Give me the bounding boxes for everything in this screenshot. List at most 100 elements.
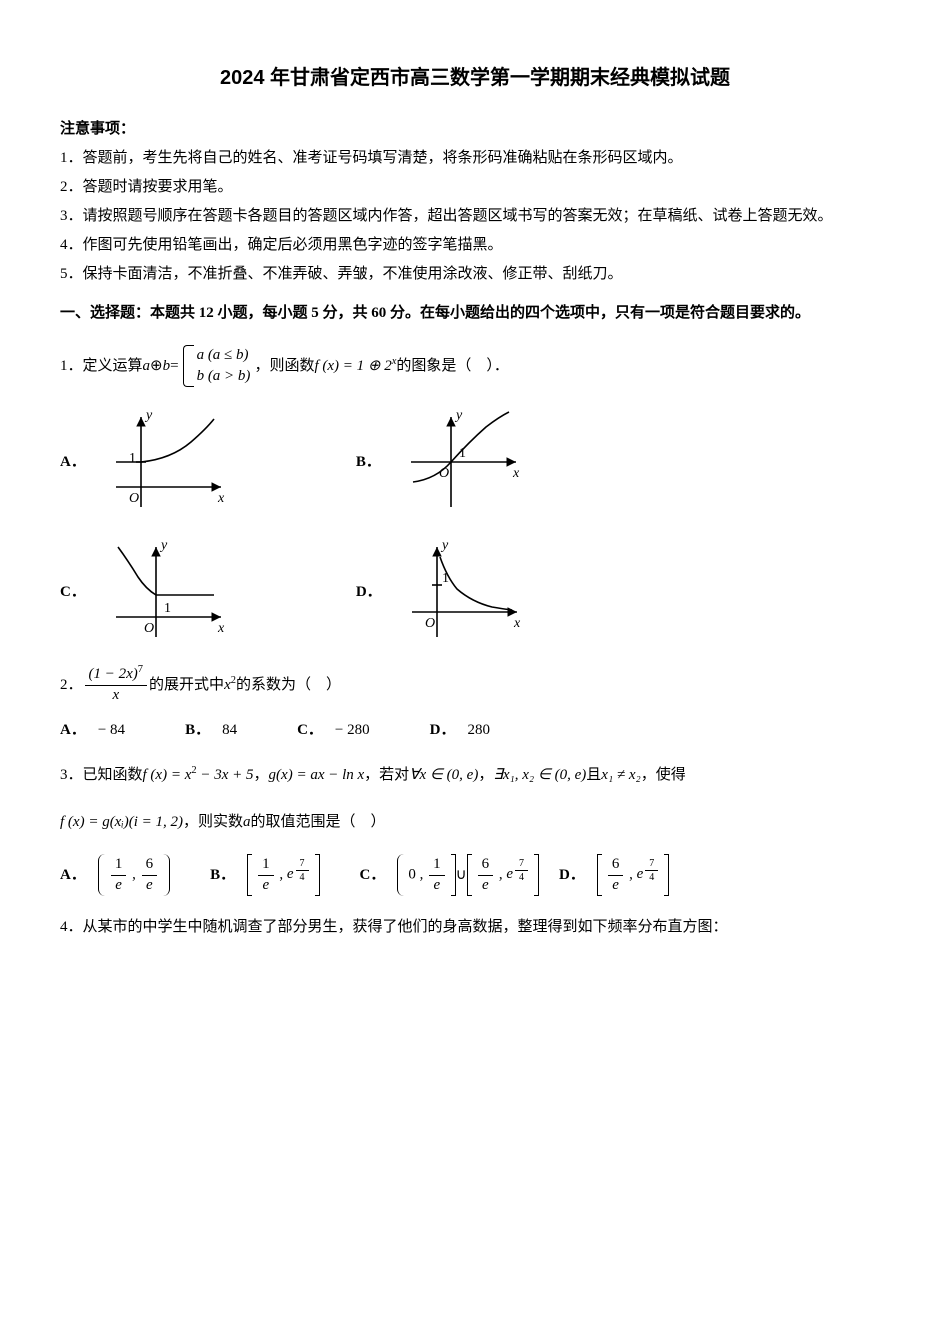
num: 1 (111, 855, 127, 876)
instruction-item: 1．答题前，考生先将自己的姓名、准考证号码填写清楚，将条形码准确粘贴在条形码区域… (60, 145, 890, 172)
q2-option-a: A． − 84 (60, 717, 125, 744)
svg-text:O: O (425, 616, 435, 631)
svg-text:1: 1 (164, 601, 171, 616)
question-1: 1．定义运算 a ⊕ b = a (a ≤ b) b (a > b) ，则函数 … (60, 345, 890, 647)
exp-den: 4 (515, 871, 528, 884)
q3-exists: ∃x₁, x₂ ∈ (0, e) (493, 762, 586, 789)
exp-den: 4 (296, 871, 309, 884)
q3-sep3: ， (478, 762, 493, 789)
q3-line2-tail: 的取值范围是（ ） (251, 809, 386, 836)
piecewise-icon: a (a ≤ b) b (a > b) (183, 345, 251, 387)
graph-d-icon: y x O 1 (392, 537, 532, 647)
right-paren-icon (163, 854, 170, 896)
instruction-item: 4．作图可先使用铅笔画出，确定后必须用黑色字迹的签字笔描黑。 (60, 232, 890, 259)
q2-den: x (85, 686, 148, 706)
option-label: B． (356, 449, 381, 476)
option-label: D． (430, 717, 456, 744)
q2-option-d: D． 280 (430, 717, 490, 744)
base: e (287, 866, 294, 882)
left-paren-icon (98, 854, 105, 896)
q3-prefix: 3．已知函数 (60, 762, 143, 789)
q1-option-c: C． y x O 1 (60, 537, 236, 647)
option-value: 280 (467, 717, 490, 744)
exp-num: 7 (296, 857, 309, 871)
left-paren-icon (397, 854, 404, 896)
option-label: D． (356, 579, 382, 606)
svg-text:1: 1 (129, 451, 136, 466)
q1-fx-text: f (x) = 1 ⊕ 2 (314, 358, 391, 374)
num: 1 (258, 855, 274, 876)
q1-option-d: D． y x O 1 (356, 537, 532, 647)
option-label: A． (60, 862, 86, 889)
svg-text:y: y (144, 408, 153, 423)
q1-tail: 的图象是（ ）． (396, 353, 509, 380)
q1-option-b: B． y x O 1 (356, 407, 531, 517)
instruction-item: 2．答题时请按要求用笔。 (60, 174, 890, 201)
q2-num-exp: 7 (138, 664, 143, 675)
option-label: A． (60, 449, 86, 476)
svg-text:y: y (454, 408, 463, 423)
graph-b-icon: y x O 1 (391, 407, 531, 517)
q3-forall: ∀x ∈ (0, e) (409, 762, 478, 789)
question-3: 3．已知函数 f (x) = x2 − 3x + 5 ， g(x) = ax −… (60, 762, 890, 896)
den: e (142, 876, 158, 896)
option-label: B． (210, 862, 235, 889)
q1-option-a: A． y x O 1 (60, 407, 236, 517)
q3-line2-mid: ，则实数 (183, 809, 243, 836)
svg-text:x: x (513, 616, 521, 631)
q2-xvar: x2 (224, 672, 236, 699)
q4-text: 4．从某市的中学生中随机调查了部分男生，获得了他们的身高数据，整理得到如下频率分… (60, 914, 890, 941)
q3-f-def: f (x) = x2 − 3x + 5 (143, 762, 254, 789)
svg-text:y: y (159, 538, 168, 553)
den: e (478, 876, 494, 896)
option-label: C． (297, 717, 323, 744)
den: e (429, 876, 445, 896)
q1-lhs-b: b (163, 353, 171, 380)
union-icon: ∪ (456, 862, 467, 889)
exam-title: 2024 年甘肃省定西市高三数学第一学期期末经典模拟试题 (60, 60, 890, 96)
q2-mid: 的展开式中 (149, 672, 224, 699)
option-label: A． (60, 717, 86, 744)
num: 6 (608, 855, 624, 876)
svg-text:O: O (144, 621, 154, 636)
instruction-item: 3．请按照题号顺序在答题卡各题目的答题区域内作答，超出答题区域书写的答案无效；在… (60, 203, 890, 230)
num: 0 (408, 866, 416, 882)
fraction-icon: (1 − 2x)7 x (85, 665, 148, 705)
q3-and: 且 (586, 762, 601, 789)
right-bracket-icon (534, 854, 539, 896)
q2-option-c: C． − 280 (297, 717, 370, 744)
q3-f-def-text: f (x) = x (143, 767, 192, 783)
q2-tail: 的系数为（ ） (236, 672, 341, 699)
den: e (608, 876, 624, 896)
option-value: − 280 (335, 717, 370, 744)
instructions-heading: 注意事项： (60, 116, 890, 143)
svg-text:1: 1 (442, 571, 449, 586)
q3-option-d: D． 6e , e74 (559, 854, 669, 896)
q3-option-b: B． 1e , e74 (210, 854, 319, 896)
q1-op: ⊕ (150, 353, 163, 380)
q3-neq: x₁ ≠ x₂ (601, 762, 640, 789)
q3-line2-pre: f (x) = g(xᵢ)(i = 1, 2) (60, 809, 183, 836)
num: 6 (142, 855, 158, 876)
q3-avar: a (243, 809, 251, 836)
svg-text:x: x (217, 491, 225, 506)
option-label: D． (559, 862, 585, 889)
q1-prefix: 1．定义运算 (60, 353, 143, 380)
option-label: C． (60, 579, 86, 606)
q2-xvar-text: x (224, 677, 231, 693)
option-value: − 84 (98, 717, 125, 744)
q1-fx: f (x) = 1 ⊕ 2x (314, 353, 396, 380)
option-value: 84 (222, 717, 237, 744)
svg-text:O: O (129, 491, 139, 506)
option-label: C． (360, 862, 386, 889)
q1-pw-row1: a (a ≤ b) (197, 345, 251, 366)
svg-text:y: y (440, 538, 449, 553)
num: 1 (429, 855, 445, 876)
den: e (111, 876, 127, 896)
question-2: 2． (1 − 2x)7 x 的展开式中 x2 的系数为（ ） A． − 84 … (60, 665, 890, 744)
right-bracket-icon (315, 854, 320, 896)
q2-option-b: B． 84 (185, 717, 237, 744)
exp-num: 7 (515, 857, 528, 871)
instruction-item: 5．保持卡面清洁，不准折叠、不准弄破、弄皱，不准使用涂改液、修正带、刮纸刀。 (60, 261, 890, 288)
q1-lhs-a: a (143, 353, 151, 380)
